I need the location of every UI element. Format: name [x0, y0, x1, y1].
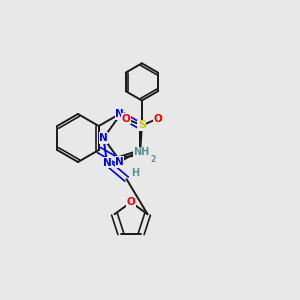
- Text: NH: NH: [134, 147, 150, 157]
- Text: N: N: [115, 109, 124, 119]
- Text: S: S: [138, 120, 146, 130]
- Text: O: O: [153, 114, 162, 124]
- Text: N: N: [103, 158, 111, 168]
- Text: 2: 2: [150, 155, 155, 164]
- Text: H: H: [131, 167, 139, 178]
- Text: N: N: [99, 133, 108, 143]
- Text: O: O: [127, 197, 135, 207]
- Text: N: N: [115, 157, 124, 167]
- Text: O: O: [122, 114, 130, 124]
